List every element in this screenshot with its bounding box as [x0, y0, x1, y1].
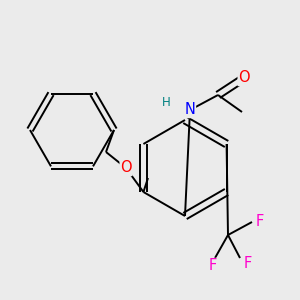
Text: O: O: [238, 70, 250, 86]
Text: F: F: [244, 256, 252, 271]
Text: N: N: [184, 103, 195, 118]
Text: H: H: [162, 95, 170, 109]
Text: F: F: [256, 214, 264, 230]
Text: F: F: [209, 259, 217, 274]
Text: O: O: [120, 160, 132, 175]
